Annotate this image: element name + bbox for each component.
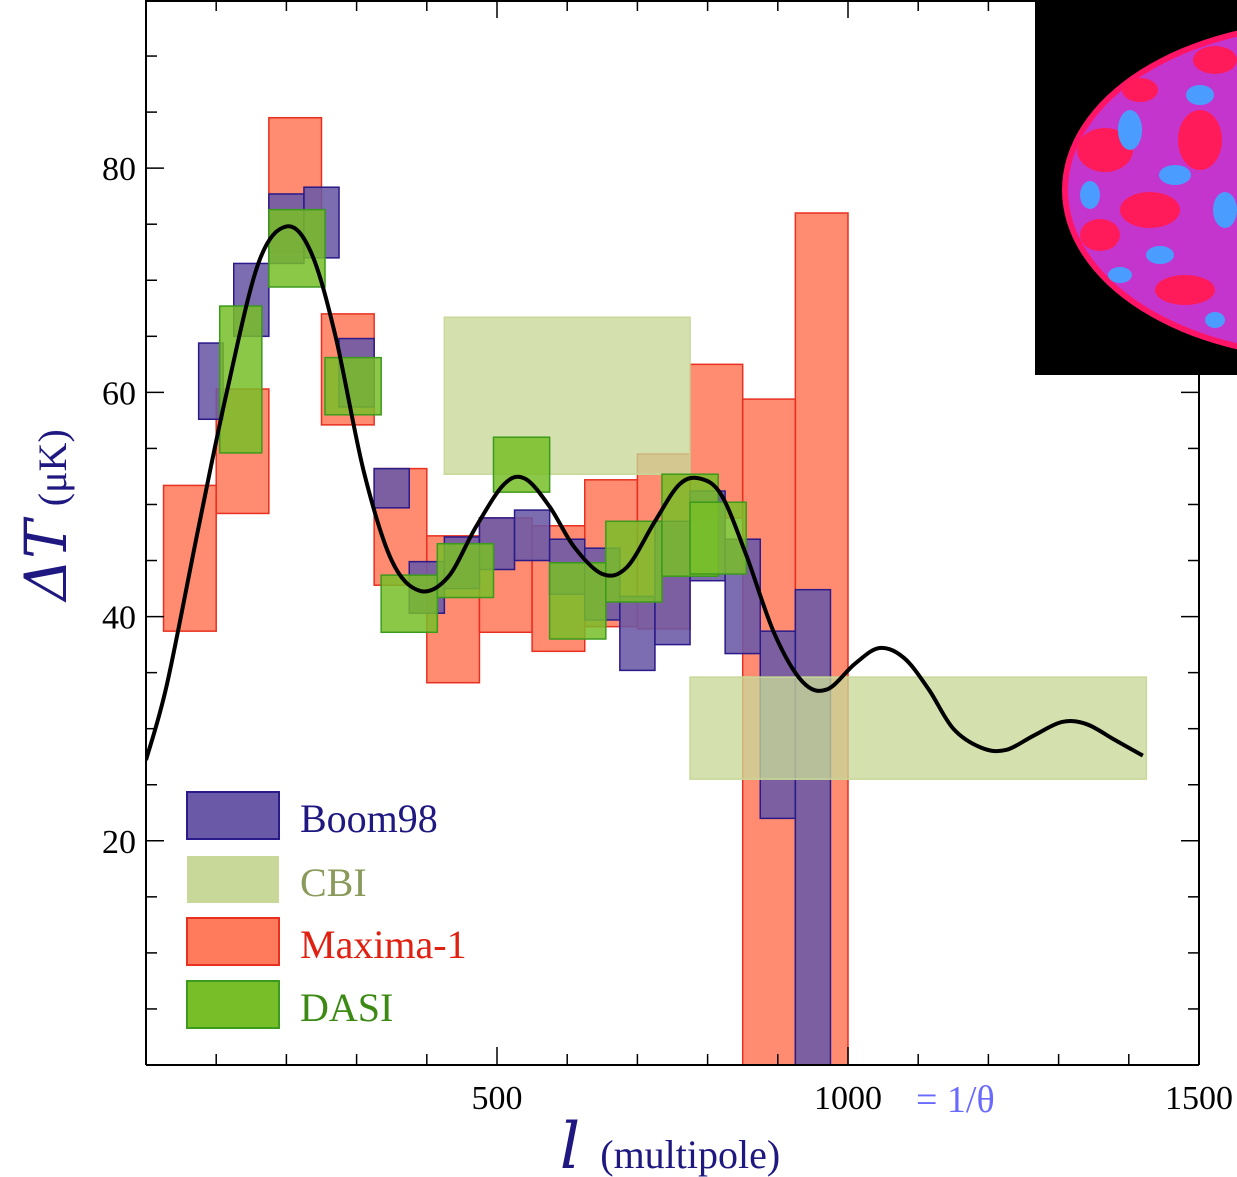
legend-swatch-cbi xyxy=(187,856,279,903)
error-box-boom98-5 xyxy=(373,467,410,509)
x-tick-label-1000: 1000 xyxy=(814,1080,882,1117)
legend-swatch-boom98 xyxy=(186,791,280,840)
legend-label-cbi: CBI xyxy=(300,860,367,905)
y-tick-label-60: 60 xyxy=(102,375,136,412)
legend-swatch-dasi xyxy=(186,980,280,1029)
error-box-dasi-4 xyxy=(436,542,495,599)
error-box-dasi-2 xyxy=(324,356,382,416)
inverse-angle-annotation: = 1/θ xyxy=(916,1079,995,1121)
error-box-boom98-9 xyxy=(513,509,551,562)
legend-label-dasi: DASI xyxy=(300,985,393,1030)
legend-label-boom98: Boom98 xyxy=(300,796,438,841)
y-tick-label-20: 20 xyxy=(102,824,136,861)
error-box-boom98-12 xyxy=(619,595,656,672)
error-box-dasi-1 xyxy=(268,208,326,288)
y-tick-label-40: 40 xyxy=(102,600,136,637)
y-axis-unit: (μK) xyxy=(30,429,75,506)
x-axis-label: l (multipole) xyxy=(560,1110,780,1177)
legend-swatch-maxima xyxy=(186,917,280,966)
y-tick-label-80: 80 xyxy=(102,151,136,188)
legend-label-maxima: Maxima-1 xyxy=(300,922,467,967)
model-fit-curve xyxy=(146,224,1144,761)
x-axis-unit: (multipole) xyxy=(600,1132,780,1177)
cmb-sky-map-image xyxy=(1035,0,1237,375)
fit-curve-line xyxy=(146,224,1144,761)
error-boxes xyxy=(162,116,1148,1065)
error-box-cbi-1 xyxy=(689,676,1148,780)
x-tick-label-1500: 1500 xyxy=(1165,1080,1233,1117)
error-box-boom98-17 xyxy=(794,588,832,1065)
error-box-dasi-9 xyxy=(689,501,747,575)
y-axis-symbol: ΔT xyxy=(12,516,80,603)
x-tick-label-500: 500 xyxy=(472,1080,523,1117)
x-axis-symbol: l xyxy=(560,1110,580,1177)
error-box-cbi-0 xyxy=(443,316,691,475)
error-box-maxima-1-0 xyxy=(162,484,217,632)
error-box-dasi-7 xyxy=(605,520,663,603)
legend: Boom98 CBI Maxima-1 DASI xyxy=(186,791,467,1030)
error-box-dasi-6 xyxy=(548,562,607,640)
y-axis-label: ΔT (μK) xyxy=(12,429,80,603)
